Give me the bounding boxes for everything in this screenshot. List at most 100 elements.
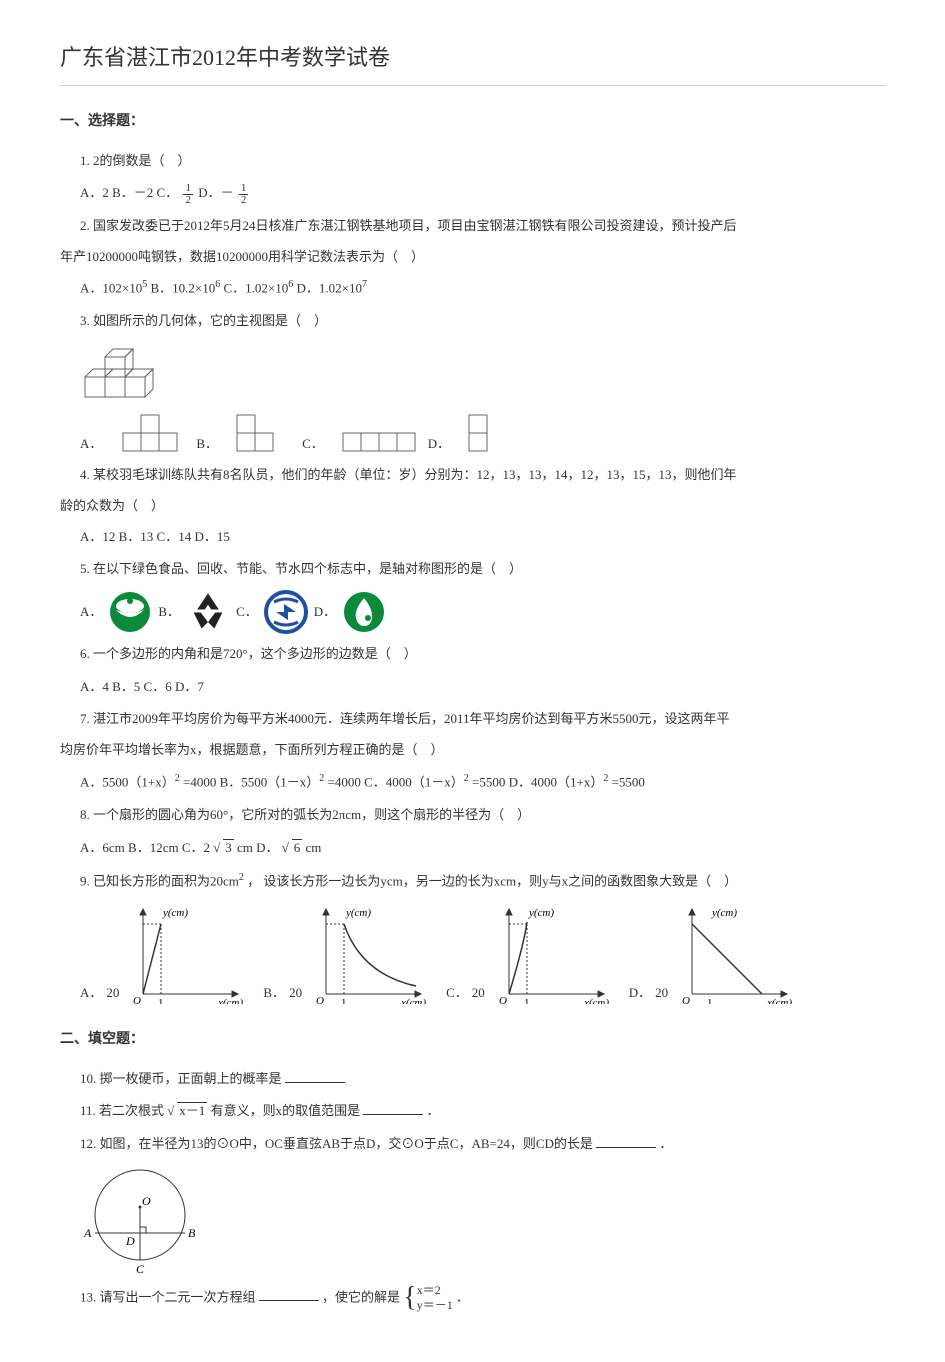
q9-graphs: A．20 y(cm) x(cm) O 1 B．20 y xyxy=(80,904,885,1004)
q9-b-origin: O xyxy=(316,995,324,1004)
q3-opt-d-svg xyxy=(464,410,494,455)
q8-sqrt-d: 6 xyxy=(282,836,303,861)
q1-num: 1. xyxy=(80,153,90,168)
q12-label-d: D xyxy=(125,1234,135,1248)
q9-d-tick: 20 xyxy=(655,983,668,1004)
q3-solid xyxy=(80,342,885,402)
water-logo-icon xyxy=(342,590,386,634)
q9-a-tick: 20 xyxy=(106,983,119,1004)
q11-text-b: 有意义，则x的取值范围是 xyxy=(211,1103,361,1118)
q3-opt-b-svg xyxy=(232,410,292,455)
q2-exp-a: 5 xyxy=(142,279,147,290)
q11-period: ． xyxy=(427,1103,440,1118)
q5-text: 在以下绿色食品、回收、节能、节水四个标志中，是轴对称图形的是（ ） xyxy=(93,561,522,576)
q3-options: A． B． C． D． xyxy=(80,410,885,455)
q12-num: 12. xyxy=(80,1136,96,1151)
q7-line1: 湛江市2009年平均房价为每平方米4000元．连续两年增长后，2011年平均房价… xyxy=(93,711,730,726)
question-11: 11. 若二次根式 x－1 有意义，则x的取值范围是 ． xyxy=(80,1099,885,1124)
q4-line1: 某校羽毛球训练队共有8名队员，他们的年龄（单位：岁）分别为：12，13，13，1… xyxy=(93,467,737,482)
q9-graph-c-svg: y(cm) x(cm) O 1 xyxy=(489,904,609,1004)
q1-opt-d-pre: D．－ xyxy=(198,185,233,200)
section-1-heading: 一、选择题： xyxy=(60,111,885,133)
q2-num: 2. xyxy=(80,218,90,233)
q9-graph-a: A．20 y(cm) x(cm) O 1 xyxy=(80,904,243,1004)
q7-d2: =5500 xyxy=(612,774,645,789)
q8-d2: cm xyxy=(306,840,322,855)
q7-options: A．5500（1+x）2 =4000 B．5500（1－x）2 =4000 C．… xyxy=(80,769,885,795)
question-9: 9. 已知长方形的面积为20cm2 ， 设该长方形一边长为ycm，另一边的长为x… xyxy=(80,868,885,894)
q3-solid-svg xyxy=(80,342,180,402)
q9-d-xlabel: x(cm) xyxy=(766,997,792,1004)
question-4: 4. 某校羽毛球训练队共有8名队员，他们的年龄（单位：岁）分别为：12，13，1… xyxy=(80,463,885,488)
q2-d: D．1.02×10 xyxy=(297,281,362,296)
q3-a-label: A． xyxy=(80,434,102,455)
divider xyxy=(60,85,885,86)
green-food-logo-icon xyxy=(108,590,152,634)
q2-line1: 国家发改委已于2012年5月24日核准广东湛江钢铁基地项目，项目由宝钢湛江钢铁有… xyxy=(93,218,737,233)
q5-logos: A． B． C． D． xyxy=(80,590,885,634)
q9-b-xtick: 1 xyxy=(341,997,347,1004)
q12-label-a: A xyxy=(83,1226,92,1240)
energy-logo-icon xyxy=(264,590,308,634)
page-title: 广东省湛江市2012年中考数学试卷 xyxy=(60,40,885,75)
q4-options: A．12 B．13 C．14 D．15 xyxy=(80,525,885,550)
q2-exp-b: 6 xyxy=(215,279,220,290)
q9-a-origin: O xyxy=(133,995,141,1004)
q7-exp-c: 2 xyxy=(464,773,469,784)
q8-rad-c: 3 xyxy=(223,839,234,855)
q2-options: A．102×105 B．10.2×106 C．1.02×106 D．1.02×1… xyxy=(80,275,885,301)
question-1: 1. 2的倒数是（ ） xyxy=(80,149,885,174)
q7-exp-d: 2 xyxy=(603,773,608,784)
q9-c-xtick: 1 xyxy=(524,997,530,1004)
q9-b-tick: 20 xyxy=(289,983,302,1004)
q8-options: A．6cm B．12cm C．2 3 cm D． 6 cm xyxy=(80,836,885,861)
q7-b2: =4000 C．4000（1－x） xyxy=(328,774,464,789)
q1-frac-c-num: 1 xyxy=(183,183,193,195)
q9-graph-c: C．20 y(cm) x(cm) O 1 xyxy=(446,904,609,1004)
q1-opts-ab: A．2 B．－2 C． xyxy=(80,185,178,200)
q2-line2-wrap: 年产10200000吨钢铁，数据10200000用科学记数法表示为（ ） xyxy=(60,247,885,268)
question-2: 2. 国家发改委已于2012年5月24日核准广东湛江钢铁基地项目，项目由宝钢湛江… xyxy=(80,214,885,239)
q11-sqrt: x－1 xyxy=(167,1099,207,1124)
q3-opt-a-svg xyxy=(116,410,186,455)
section-2-heading: 二、填空题： xyxy=(60,1029,885,1051)
q1-frac-c-den: 2 xyxy=(183,195,193,206)
q11-text-a: 若二次根式 xyxy=(99,1103,164,1118)
q5-d-label: D． xyxy=(314,602,336,623)
q9-c-ylabel: y(cm) xyxy=(528,907,554,919)
q9-d-ylabel: y(cm) xyxy=(711,907,737,919)
q12-text: 如图，在半径为13的⊙O中，OC垂直弦AB于点D，交⊙O于点C，AB=24，则C… xyxy=(100,1136,593,1151)
q10-text: 掷一枚硬币，正面朝上的概率是 xyxy=(100,1071,282,1086)
q10-blank xyxy=(285,1070,345,1083)
q5-a-label: A． xyxy=(80,602,102,623)
q7-a2: =4000 B．5500（1－x） xyxy=(183,774,319,789)
q1-frac-d-num: 1 xyxy=(239,183,249,195)
recycle-logo-icon xyxy=(186,590,230,634)
q8-c2: cm D． xyxy=(237,840,279,855)
q13-period: ． xyxy=(456,1289,469,1304)
q2-b: B．10.2×10 xyxy=(150,281,215,296)
q13-num: 13. xyxy=(80,1289,96,1304)
q9-graph-d-svg: y(cm) x(cm) O 1 xyxy=(672,904,792,1004)
q1-frac-d: 1 2 xyxy=(239,183,249,206)
q3-text: 如图所示的几何体，它的主视图是（ ） xyxy=(93,313,327,328)
q8-a: A．6cm B．12cm C．2 xyxy=(80,840,210,855)
q5-num: 5. xyxy=(80,561,90,576)
question-5: 5. 在以下绿色食品、回收、节能、节水四个标志中，是轴对称图形的是（ ） xyxy=(80,557,885,582)
q11-blank xyxy=(363,1102,423,1115)
q9-d-xtick: 1 xyxy=(707,997,713,1004)
q13-text-a: 请写出一个二元一次方程组 xyxy=(100,1289,256,1304)
q13-blank xyxy=(259,1288,319,1301)
q8-rad-d: 6 xyxy=(292,839,303,855)
question-10: 10. 掷一枚硬币，正面朝上的概率是 xyxy=(80,1067,885,1092)
q9-b-ylabel: y(cm) xyxy=(345,907,371,919)
question-3: 3. 如图所示的几何体，它的主视图是（ ） xyxy=(80,309,885,334)
q9-c-tick: 20 xyxy=(472,983,485,1004)
question-8: 8. 一个扇形的圆心角为60°，它所对的弧长为2πcm，则这个扇形的半径为（ ） xyxy=(80,803,885,828)
q3-d-label: D． xyxy=(428,434,450,455)
q9-b-label: B． xyxy=(263,983,285,1004)
q12-label-o: O xyxy=(142,1194,151,1208)
q6-num: 6. xyxy=(80,646,90,661)
q1-frac-d-den: 2 xyxy=(239,195,249,206)
q3-num: 3. xyxy=(80,313,90,328)
